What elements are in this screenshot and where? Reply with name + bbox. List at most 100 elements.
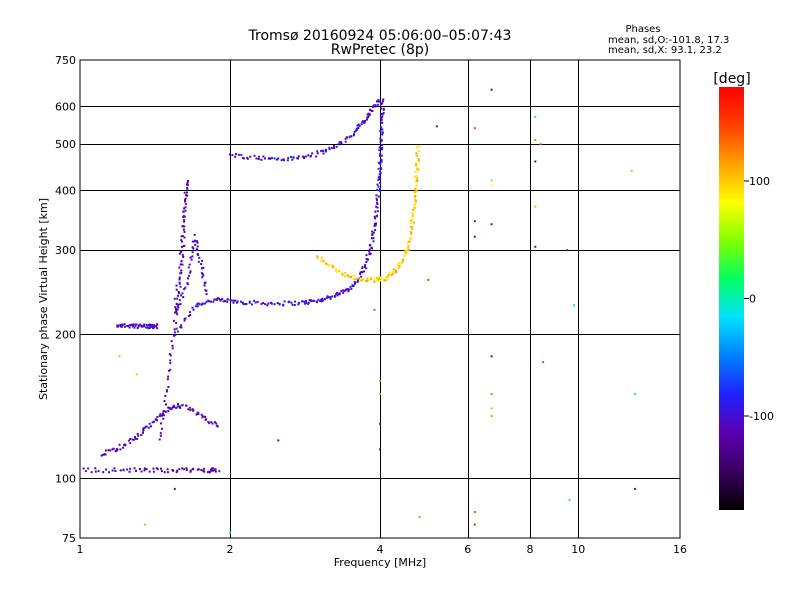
trace-point (188, 274, 190, 277)
trace-point (184, 203, 187, 206)
trace-point (149, 326, 152, 328)
trace-point (235, 153, 237, 156)
trace-point (200, 469, 203, 471)
trace-point (409, 237, 412, 240)
trace-point (216, 425, 219, 428)
trace-point (325, 263, 328, 265)
isolated-point (539, 143, 542, 146)
trace-point (395, 271, 398, 274)
trace-point (291, 303, 294, 306)
trace-point (176, 313, 179, 316)
trace-point (183, 191, 186, 194)
trace-point (248, 301, 251, 304)
trace-point (322, 152, 325, 155)
isolated-point (379, 422, 381, 425)
trace-point (407, 240, 410, 243)
isolated-point (566, 249, 569, 252)
trace-point (187, 408, 190, 411)
trace-point (152, 467, 155, 470)
trace-point (175, 288, 178, 291)
trace-point (236, 301, 238, 304)
trace-point (176, 405, 179, 408)
isolated-point (473, 220, 476, 223)
y-tick-label: 75 (62, 532, 76, 545)
trace-point (322, 149, 325, 152)
trace-point (201, 276, 204, 279)
isolated-point (490, 393, 493, 396)
trace-point (398, 262, 401, 265)
trace-point (196, 241, 199, 244)
trace-point (167, 410, 170, 413)
trace-point (383, 278, 386, 281)
trace-point (197, 254, 200, 257)
trace-point (189, 409, 192, 412)
trace-point (175, 322, 178, 324)
trace-point (378, 161, 381, 164)
trace-point (181, 253, 184, 256)
trace-point (275, 158, 278, 161)
trace-point (166, 468, 169, 471)
trace-point (175, 308, 177, 310)
trace-point (336, 294, 339, 297)
trace-point (152, 420, 155, 423)
trace-point (297, 155, 300, 158)
trace-point (405, 249, 408, 252)
trace-point (353, 134, 355, 137)
trace-point (184, 206, 187, 209)
trace-point (321, 297, 324, 300)
trace-point (360, 123, 363, 126)
y-tick-label: 600 (55, 100, 76, 113)
trace-point (348, 288, 350, 291)
trace-point (173, 328, 176, 331)
trace-point (132, 438, 135, 441)
trace-point (179, 285, 182, 288)
trace-point (127, 439, 130, 442)
trace-point (143, 467, 146, 470)
trace-point (134, 323, 137, 326)
trace-point (135, 469, 137, 472)
trace-point (322, 259, 325, 262)
trace-point (219, 299, 222, 302)
isolated-point (379, 379, 381, 382)
chart-title: Tromsø 20160924 05:06:00–05:07:43 (248, 28, 512, 44)
trace-point (371, 233, 374, 235)
trace-point (414, 188, 417, 191)
trace-point (368, 248, 371, 251)
trace-point (155, 325, 158, 328)
trace-point (139, 323, 141, 326)
trace-point (338, 269, 341, 272)
trace-point (364, 264, 367, 266)
trace-point (335, 268, 338, 271)
trace-point (291, 158, 294, 161)
trace-point (195, 248, 198, 251)
trace-point (307, 302, 310, 305)
trace-point (355, 278, 358, 281)
trace-point (260, 302, 263, 305)
trace-point (410, 221, 413, 224)
trace-point (207, 299, 210, 302)
grid (80, 60, 680, 538)
trace-point (178, 405, 181, 408)
trace-point (344, 275, 347, 278)
isolated-point (173, 487, 176, 490)
trace-point (369, 108, 372, 111)
trace-point (183, 288, 186, 291)
trace-point (305, 300, 307, 303)
trace-point (346, 274, 349, 277)
y-axis-label: Stationary phase Virtual Height [km] (37, 198, 50, 400)
trace-point (134, 436, 136, 438)
trace-point (173, 297, 176, 300)
trace-point (136, 327, 139, 329)
isolated-point (418, 516, 421, 518)
trace-point (111, 448, 114, 451)
colorbar-tick-label: -100 (749, 410, 774, 423)
trace-point (161, 427, 163, 430)
trace-point (377, 178, 380, 181)
trace-point (165, 390, 168, 393)
trace-point (179, 250, 182, 253)
trace-point (176, 305, 179, 308)
trace-point (380, 128, 383, 131)
trace-point (365, 261, 368, 263)
trace-point (150, 325, 153, 328)
trace-point (152, 470, 155, 473)
